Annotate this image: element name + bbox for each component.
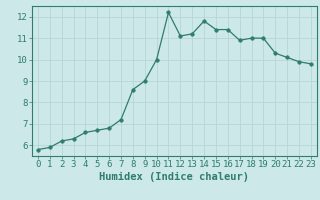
X-axis label: Humidex (Indice chaleur): Humidex (Indice chaleur) xyxy=(100,172,249,182)
